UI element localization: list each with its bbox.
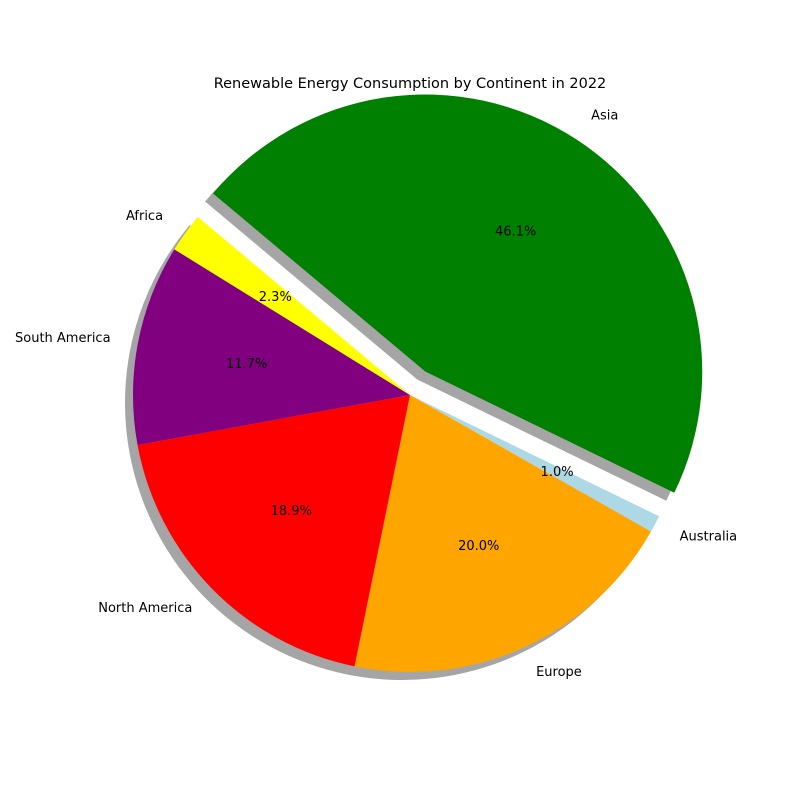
slice-africa: [174, 216, 410, 395]
slice-label-asia: Asia: [591, 108, 618, 123]
slice-layer: [133, 94, 703, 672]
slice-europe: [354, 395, 651, 672]
slice-pct-asia: 46.1%: [495, 225, 536, 240]
slice-label-south-america: South America: [15, 331, 111, 346]
slice-pct-north-america: 18.9%: [271, 504, 312, 519]
slice-south-america: [133, 249, 411, 446]
slice-label-north-america: North America: [98, 601, 192, 616]
slice-label-europe: Europe: [536, 665, 582, 680]
slice-pct-africa: 2.3%: [259, 290, 292, 305]
slice-label-africa: Africa: [126, 209, 163, 224]
slice-north-america: [137, 395, 410, 667]
slice-asia: [213, 94, 703, 493]
slice-pct-australia: 1.0%: [541, 465, 574, 480]
slice-label-australia: Australia: [680, 529, 738, 544]
chart-title: Renewable Energy Consumption by Continen…: [214, 76, 607, 92]
slice-pct-europe: 20.0%: [458, 539, 499, 554]
slice-australia: [410, 395, 660, 532]
label-layer: Asia 46.1% Australia 1.0% Europe 20.0% North A…: [15, 108, 737, 679]
slice-pct-south-america: 11.7%: [226, 357, 267, 372]
